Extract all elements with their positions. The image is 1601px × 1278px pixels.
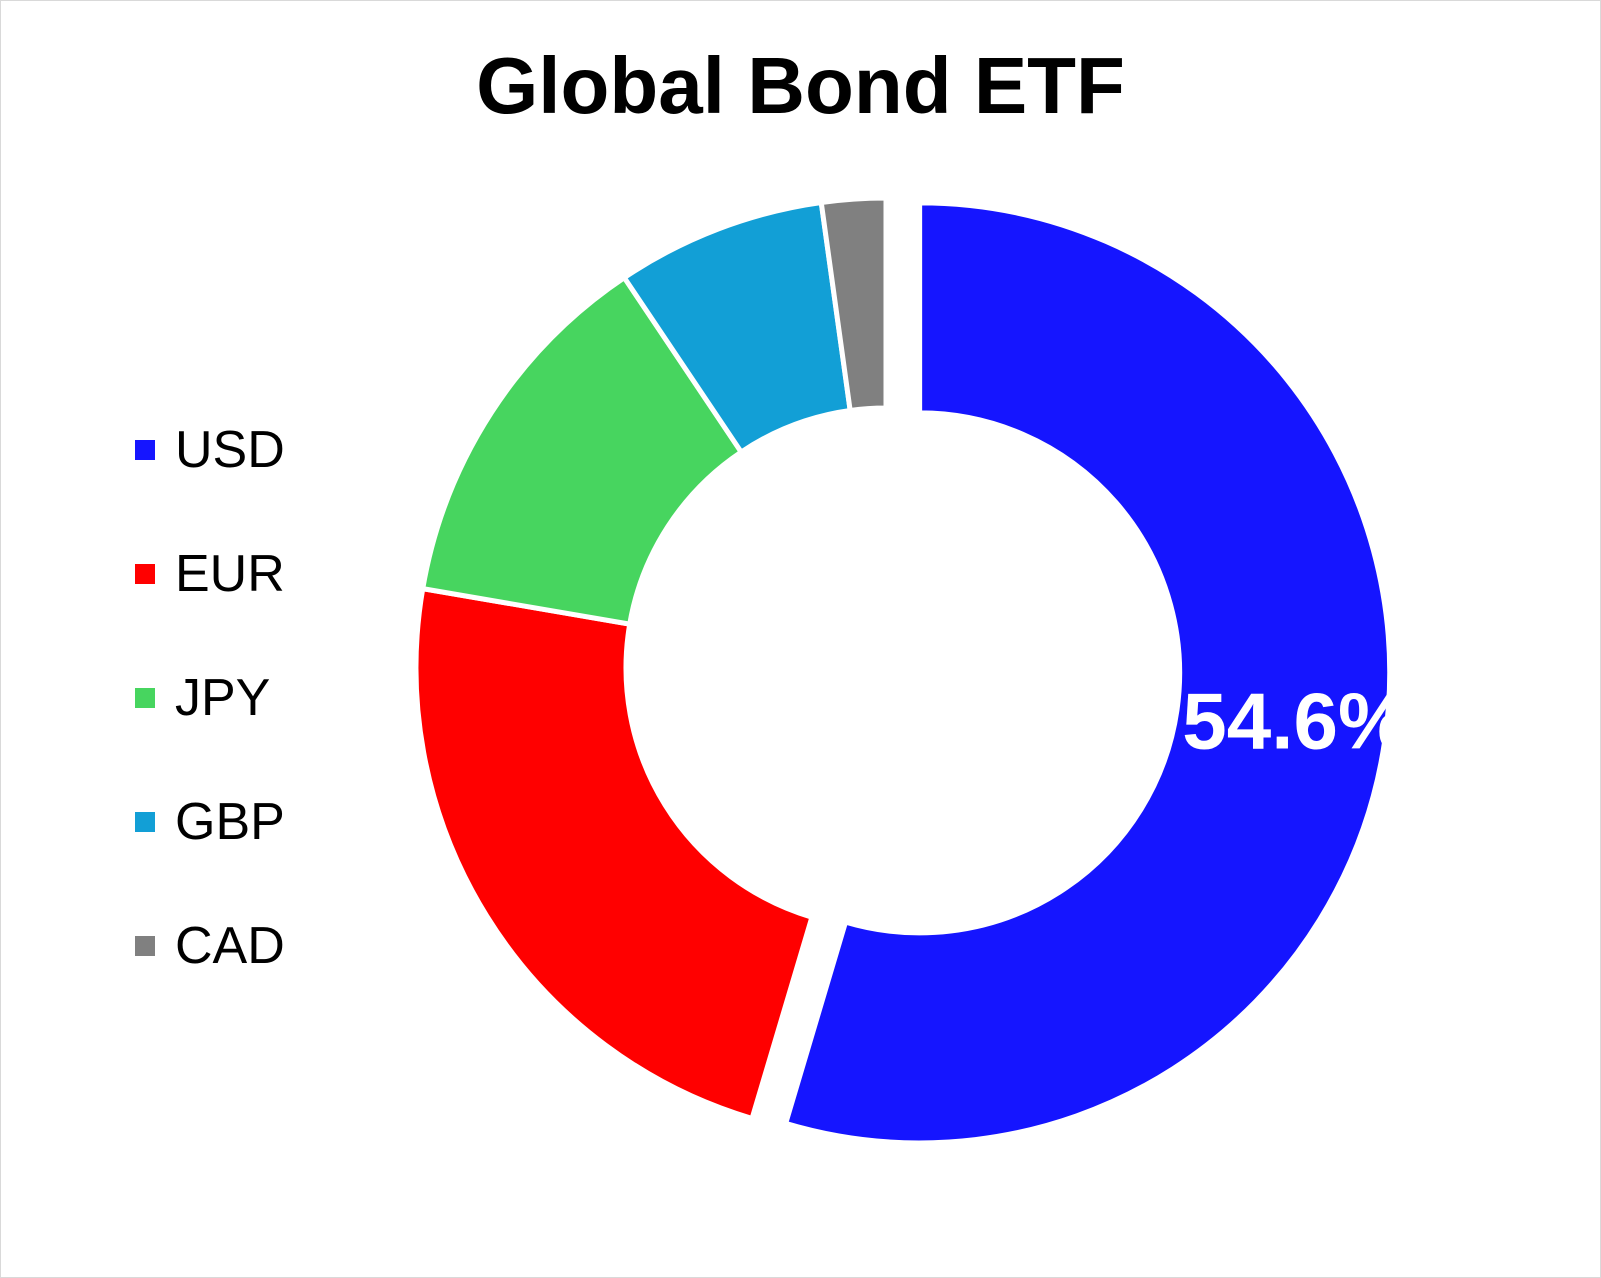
legend-swatch <box>135 688 155 708</box>
donut-slices <box>413 195 1393 1146</box>
data-label-usd: 54.6% <box>1182 677 1409 766</box>
legend-label: GBP <box>175 793 285 851</box>
slice-labels: 54.6% <box>1182 677 1409 766</box>
legend-swatch <box>135 812 155 832</box>
legend-label: CAD <box>175 917 285 975</box>
slice-usd <box>782 200 1393 1146</box>
slice-cad <box>818 195 889 414</box>
slice-jpy <box>419 274 745 627</box>
legend-item-usd: USD <box>135 420 355 480</box>
legend-item-gbp: GBP <box>135 792 355 852</box>
legend-swatch <box>135 564 155 584</box>
legend-label: JPY <box>175 669 271 727</box>
legend-label: EUR <box>175 545 285 603</box>
legend-item-cad: CAD <box>135 916 355 976</box>
chart-title: Global Bond ETF <box>476 41 1125 130</box>
legend-swatch <box>135 440 155 460</box>
legend-item-jpy: JPY <box>135 668 355 728</box>
legend-item-eur: EUR <box>135 544 355 604</box>
legend-swatch <box>135 936 155 956</box>
legend-label: USD <box>175 421 285 479</box>
slice-eur <box>413 585 816 1122</box>
